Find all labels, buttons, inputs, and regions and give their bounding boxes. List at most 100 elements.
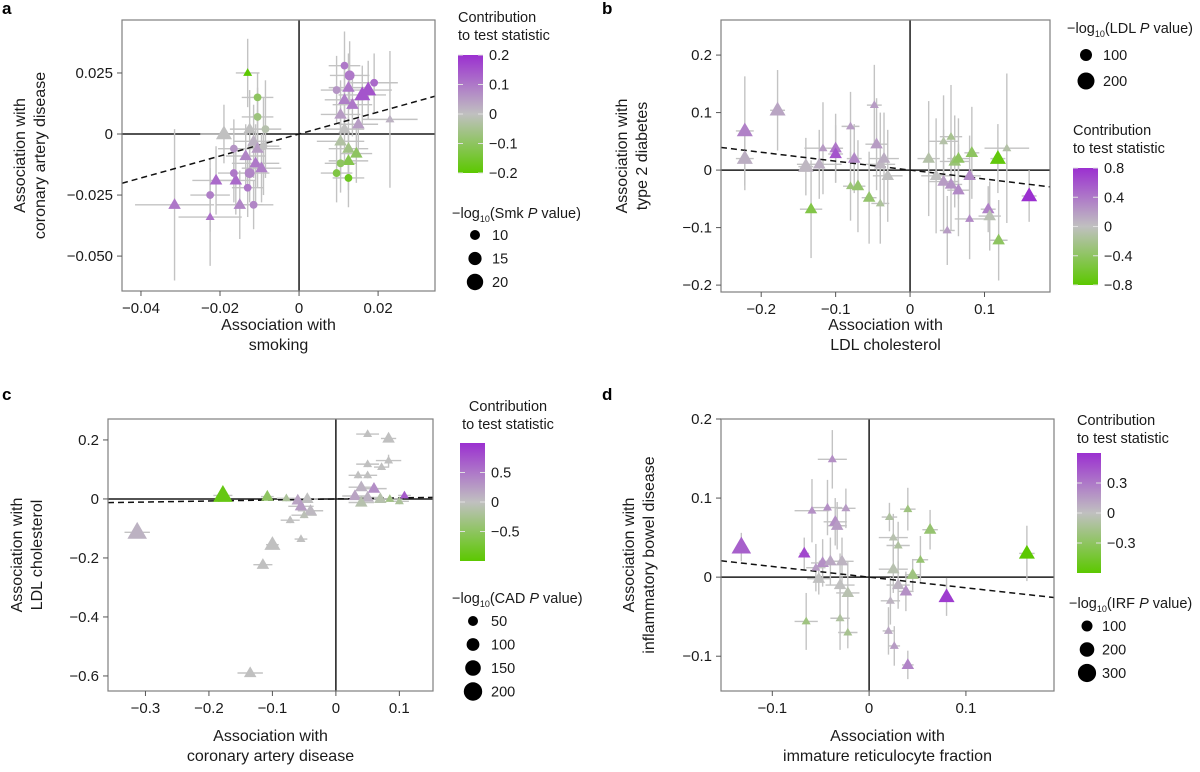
- data-point[interactable]: [881, 169, 895, 180]
- data-point[interactable]: [884, 512, 894, 520]
- data-point[interactable]: [846, 181, 856, 190]
- data-point[interactable]: [385, 114, 395, 123]
- data-point[interactable]: [264, 536, 281, 550]
- data-point[interactable]: [829, 141, 842, 153]
- data-point[interactable]: [353, 470, 363, 479]
- data-point[interactable]: [769, 101, 786, 116]
- data-point[interactable]: [261, 489, 274, 501]
- data-point[interactable]: [893, 540, 903, 549]
- data-point[interactable]: [344, 70, 355, 81]
- data-point[interactable]: [301, 492, 314, 504]
- data-point[interactable]: [827, 454, 837, 463]
- data-point[interactable]: [243, 666, 257, 678]
- data-point[interactable]: [385, 494, 395, 502]
- data-point[interactable]: [243, 183, 252, 192]
- data-point[interactable]: [205, 212, 215, 220]
- data-point[interactable]: [363, 459, 373, 468]
- data-point[interactable]: [243, 122, 256, 134]
- data-point[interactable]: [812, 572, 826, 583]
- data-point[interactable]: [877, 151, 891, 163]
- data-point[interactable]: [901, 658, 915, 670]
- data-point[interactable]: [846, 121, 856, 130]
- data-point[interactable]: [841, 586, 855, 598]
- data-point[interactable]: [952, 151, 965, 163]
- data-point[interactable]: [797, 546, 811, 558]
- data-point[interactable]: [1021, 187, 1038, 202]
- data-point[interactable]: [285, 515, 295, 524]
- data-point[interactable]: [334, 107, 347, 119]
- data-point[interactable]: [812, 157, 826, 169]
- data-point[interactable]: [363, 470, 373, 479]
- data-point[interactable]: [841, 503, 851, 512]
- data-point[interactable]: [952, 183, 965, 195]
- data-point[interactable]: [251, 141, 264, 153]
- data-point[interactable]: [963, 169, 976, 180]
- data-point[interactable]: [382, 431, 395, 443]
- data-point[interactable]: [346, 98, 359, 109]
- data-point[interactable]: [981, 202, 995, 214]
- data-point[interactable]: [342, 141, 355, 153]
- data-point[interactable]: [229, 173, 243, 185]
- data-point[interactable]: [261, 125, 270, 134]
- data-point[interactable]: [903, 504, 913, 513]
- data-point[interactable]: [361, 490, 374, 502]
- data-point[interactable]: [384, 455, 394, 464]
- data-point[interactable]: [367, 481, 381, 493]
- data-point[interactable]: [399, 490, 409, 499]
- data-point[interactable]: [870, 137, 883, 149]
- data-point[interactable]: [233, 198, 247, 209]
- data-point[interactable]: [1018, 544, 1035, 559]
- data-point[interactable]: [213, 484, 233, 502]
- data-point[interactable]: [833, 578, 847, 590]
- data-point[interactable]: [875, 198, 885, 207]
- data-point[interactable]: [887, 562, 900, 574]
- data-point[interactable]: [824, 554, 837, 566]
- data-point[interactable]: [922, 151, 935, 163]
- data-point[interactable]: [281, 493, 291, 502]
- data-point[interactable]: [801, 616, 811, 625]
- data-point[interactable]: [889, 641, 899, 649]
- data-point[interactable]: [127, 521, 147, 539]
- data-point[interactable]: [874, 157, 887, 169]
- data-point[interactable]: [255, 161, 268, 173]
- data-point[interactable]: [736, 150, 753, 164]
- data-point[interactable]: [939, 136, 949, 145]
- data-point[interactable]: [244, 168, 255, 179]
- data-point[interactable]: [336, 159, 345, 168]
- data-point[interactable]: [332, 86, 341, 94]
- data-point[interactable]: [822, 502, 832, 511]
- data-point[interactable]: [370, 78, 379, 87]
- data-point[interactable]: [229, 144, 238, 153]
- data-point[interactable]: [168, 198, 181, 209]
- data-point[interactable]: [334, 134, 347, 146]
- data-point[interactable]: [891, 578, 905, 590]
- data-point[interactable]: [830, 519, 844, 530]
- data-point[interactable]: [259, 142, 268, 151]
- data-point[interactable]: [804, 202, 818, 214]
- data-point[interactable]: [332, 169, 341, 177]
- data-point[interactable]: [811, 562, 821, 571]
- data-point[interactable]: [243, 68, 253, 76]
- data-point[interactable]: [344, 174, 353, 182]
- data-point[interactable]: [807, 505, 817, 514]
- data-point[interactable]: [256, 558, 270, 569]
- data-point[interactable]: [239, 149, 252, 161]
- data-point[interactable]: [206, 191, 215, 199]
- data-point[interactable]: [247, 134, 260, 146]
- data-point[interactable]: [883, 626, 893, 634]
- data-point[interactable]: [360, 81, 377, 96]
- data-point[interactable]: [946, 131, 956, 140]
- data-point[interactable]: [923, 523, 937, 534]
- data-point[interactable]: [944, 177, 958, 189]
- data-point[interactable]: [731, 536, 752, 554]
- data-point[interactable]: [989, 150, 1006, 164]
- data-point[interactable]: [377, 462, 387, 471]
- data-point[interactable]: [394, 496, 404, 505]
- data-point[interactable]: [835, 613, 845, 622]
- data-point[interactable]: [929, 169, 943, 180]
- data-point[interactable]: [340, 61, 349, 70]
- data-point[interactable]: [906, 568, 919, 579]
- data-point[interactable]: [942, 225, 952, 234]
- data-point[interactable]: [338, 93, 351, 104]
- data-point[interactable]: [348, 489, 362, 501]
